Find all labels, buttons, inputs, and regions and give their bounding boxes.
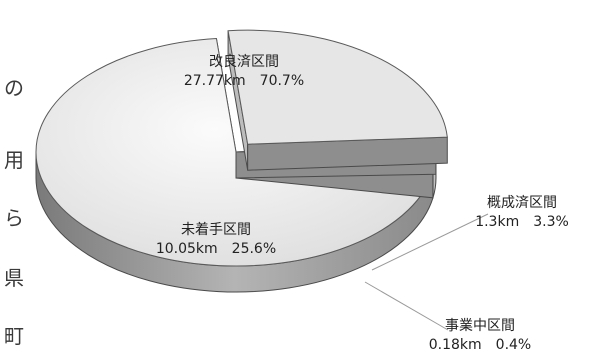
- slice-unstarted-top: [227, 29, 448, 145]
- edge-glyph: 町: [4, 324, 24, 348]
- leader-line-in-progress: [364, 281, 449, 331]
- edge-glyph: 用: [4, 148, 24, 172]
- slice-label-unstarted: 未着手区間: [181, 222, 251, 238]
- edge-glyph: の: [4, 76, 24, 100]
- slice-value-unstarted: 10.05km 25.6%: [156, 241, 276, 257]
- slice-unstarted: [227, 29, 448, 171]
- leader-line-nearly-done: [371, 213, 489, 271]
- slice-label-improved: 改良済区間: [209, 54, 279, 70]
- slice-label-nearly-done: 概成済区間: [487, 195, 557, 211]
- slice-value-in-progress: 0.18km 0.4%: [429, 337, 531, 353]
- slice-label-in-progress: 事業中区間: [445, 318, 515, 334]
- slice-value-improved: 27.77km 70.7%: [184, 73, 304, 89]
- slice-improved-top: [35, 38, 434, 267]
- edge-glyph: ら: [4, 206, 24, 230]
- edge-glyph: 県: [4, 266, 24, 290]
- slice-value-nearly-done: 1.3km 3.3%: [475, 214, 569, 230]
